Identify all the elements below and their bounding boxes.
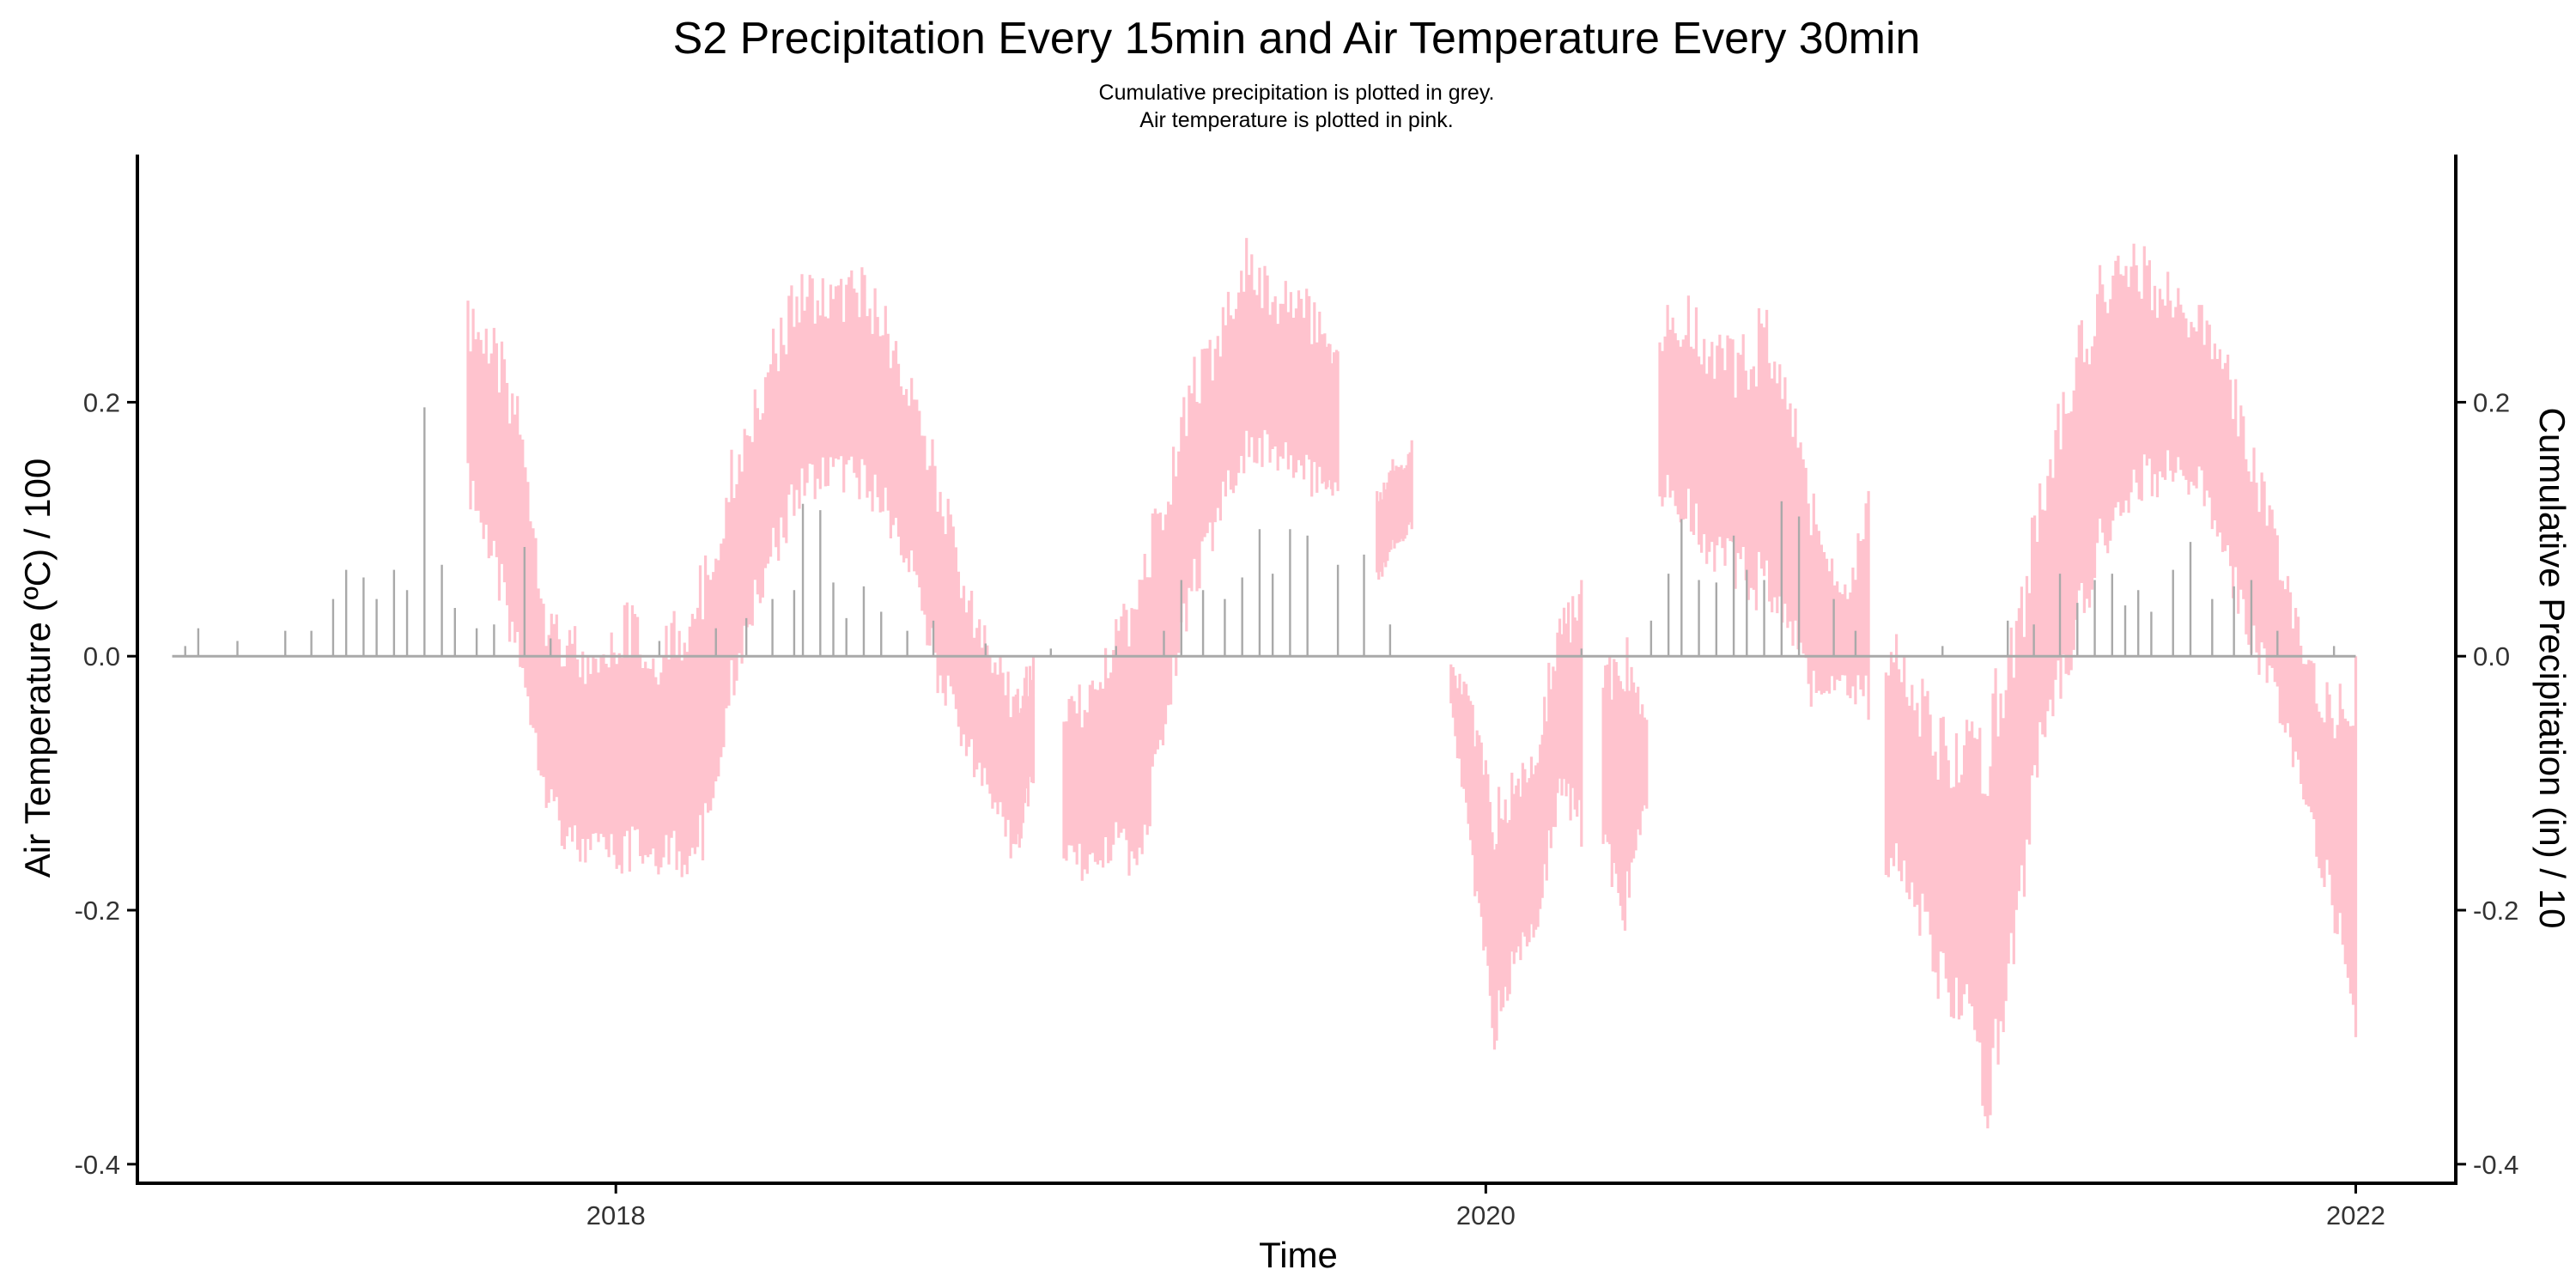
- chart-subtitle-line-2: Air temperature is plotted in pink.: [1139, 108, 1453, 132]
- y-tick-label: 0.0: [83, 641, 120, 671]
- chart-title: S2 Precipitation Every 15min and Air Tem…: [673, 14, 1921, 64]
- secondary-y-tick-label: -0.2: [2473, 896, 2518, 926]
- secondary-y-tick-label: 0.0: [2473, 641, 2510, 671]
- x-tick-label: 2018: [586, 1200, 646, 1230]
- x-tick-label: 2020: [1456, 1200, 1516, 1230]
- x-axis-title: Time: [1259, 1235, 1338, 1275]
- y-tick-label: -0.2: [75, 896, 120, 926]
- x-tick-label: 2022: [2326, 1200, 2385, 1230]
- secondary-y-axis-title: Cumulative Precipitation (in) / 10: [2532, 408, 2573, 929]
- y-tick-label: -0.4: [75, 1150, 120, 1180]
- temperature-band-segment: [1064, 238, 1338, 881]
- temperature-band-segment: [1377, 440, 1413, 580]
- chart-subtitle-line-1: Cumulative precipitation is plotted in g…: [1099, 81, 1495, 105]
- temperature-band-segment: [1886, 244, 2355, 1128]
- plot-area: [173, 238, 2356, 1128]
- secondary-y-tick-label: 0.2: [2473, 387, 2510, 417]
- y-tick-label: 0.2: [83, 387, 120, 417]
- temperature-band-segment: [1603, 637, 1647, 931]
- y-axis-title: Air Temperature (ºC) / 100: [17, 459, 58, 878]
- axis-ticks: -0.4 -0.2 0.0 0.2 -0.4 -0.2 0.0 0.2 2018 2020 2022: [75, 387, 2519, 1230]
- temperature-band-segment: [1451, 580, 1582, 1050]
- temperature-band-segment: [468, 267, 1034, 877]
- secondary-y-tick-label: -0.4: [2473, 1150, 2518, 1180]
